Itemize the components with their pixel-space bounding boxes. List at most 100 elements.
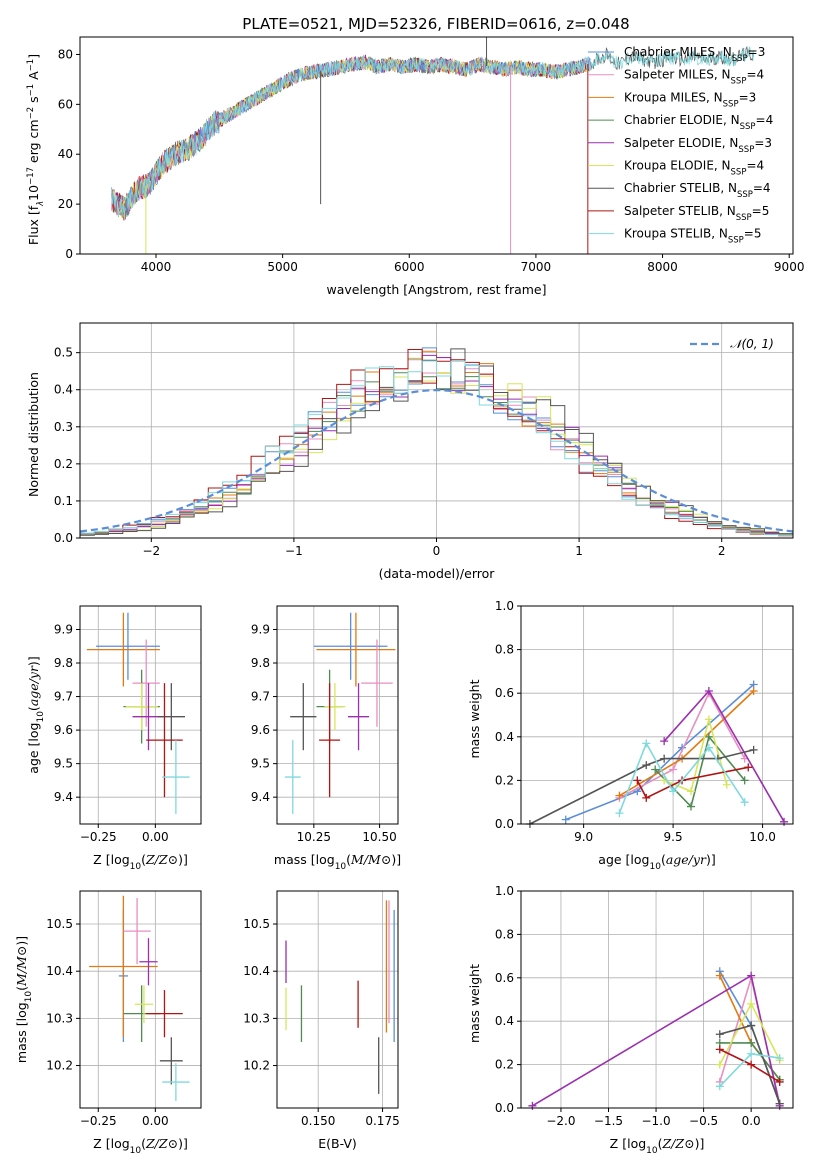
series-point <box>747 1038 756 1047</box>
errorbars <box>284 612 396 814</box>
series-point <box>704 732 713 741</box>
x-tick-label: 10.50 <box>362 830 396 844</box>
spectrum-line <box>111 46 755 219</box>
label-part: age [ <box>598 852 630 867</box>
legend-sub: SSP <box>731 168 747 178</box>
spectrum-series <box>111 37 755 254</box>
series-point <box>660 754 669 763</box>
label-part: log <box>111 852 130 867</box>
label-part: s <box>26 96 41 107</box>
y-axis-label: mass weight <box>467 964 482 1043</box>
x-tick-label: 0 <box>433 544 441 558</box>
label-part: M/M⊙ <box>350 852 391 867</box>
y-tick-label: 0.0 <box>495 1101 514 1115</box>
y-tick-label: 0 <box>65 247 73 261</box>
series-point <box>715 1060 724 1069</box>
series-point <box>715 1045 724 1054</box>
series-point <box>660 737 669 746</box>
label-part: age/yr <box>666 852 707 867</box>
series-line <box>719 1052 780 1087</box>
label-part: E(B-V) <box>318 1136 357 1151</box>
x-tick-label: −2.0 <box>546 1114 575 1128</box>
series-point <box>704 743 713 752</box>
series-point <box>651 765 660 774</box>
label-part: Z/Z⊙ <box>145 1136 178 1151</box>
series-point <box>715 971 724 980</box>
age-vs-mass-panel: 10.25 10.50 9.4 9.5 9.6 9.7 9.8 9.9 mass [log10(… <box>251 605 401 872</box>
legend-label: Kroupa ELODIE, NSSP=4 <box>624 159 764 178</box>
y-tick-label: 0.8 <box>495 927 514 941</box>
label-part: M/M⊙ <box>14 946 29 987</box>
label-sub: 10 <box>130 862 142 872</box>
series-point <box>775 1054 784 1063</box>
y-tick-label: 9.6 <box>251 723 270 737</box>
series-point <box>715 1030 724 1039</box>
x-axis-label: (data-model)/error <box>379 566 496 581</box>
y-tick-label: 1.0 <box>495 884 514 898</box>
x-tick-label: 9.0 <box>574 830 593 844</box>
series-line <box>619 691 746 799</box>
y-axis-label: mass [log10(M/M⊙)] <box>14 936 34 1063</box>
label-part: mass [ <box>274 852 316 867</box>
spectrum-line <box>111 54 590 218</box>
legend-label: 𝒩(0, 1) <box>730 337 774 351</box>
label-part: Z/Z⊙ <box>145 852 178 867</box>
figure-title: PLATE=0521, MJD=52326, FIBERID=0616, z=0… <box>242 15 629 33</box>
y-tick-label: 9.6 <box>54 723 73 737</box>
normal-curve <box>79 388 794 533</box>
legend-text: Salpeter STELIB, N <box>624 204 736 218</box>
series-point <box>749 745 758 754</box>
grid-lines <box>277 606 398 824</box>
series-point <box>615 809 624 818</box>
series-point <box>740 798 749 807</box>
series-point <box>615 791 624 800</box>
series-point <box>642 739 651 748</box>
label-part: log <box>316 852 335 867</box>
label-part: log <box>14 1002 29 1021</box>
x-tick-label: 9000 <box>774 260 805 274</box>
spectrum-line <box>111 54 590 216</box>
y-tick-label: 0.5 <box>54 346 73 360</box>
errorbars <box>285 900 395 1094</box>
x-tick-label: 10.25 <box>297 830 331 844</box>
legend-text: =4 <box>753 181 771 195</box>
legend-text: =4 <box>746 68 764 82</box>
x-tick-label: 0.0 <box>742 1114 761 1128</box>
x-axis-label: mass [log10(M/M⊙)] <box>274 852 401 872</box>
series-lines <box>525 680 789 828</box>
label-part: A <box>26 71 41 84</box>
age-vs-z-panel: −0.25 0.009.49.59.69.79.89.9Z [log10(Z/Z⊙… <box>26 605 202 872</box>
spectrum-line <box>111 56 591 216</box>
legend-sub: SSP <box>731 77 747 87</box>
x-tick-label: 4000 <box>141 260 172 274</box>
x-axis-label: Z [log10(Z/Z⊙)] <box>93 1136 188 1156</box>
legend-text: =5 <box>752 204 770 218</box>
x-tick-label: 0.150 <box>301 1114 335 1128</box>
label-part: −17 <box>26 167 36 185</box>
legend-text: =3 <box>739 90 757 104</box>
x-tick-label: −0.25 <box>80 1114 117 1128</box>
label-part: log <box>111 1136 130 1151</box>
y-tick-label: 0.2 <box>495 1058 514 1072</box>
x-axis-label: E(B-V) <box>318 1136 357 1151</box>
series-point <box>669 787 678 796</box>
x-tick-label: 0.00 <box>142 830 169 844</box>
legend-text: =4 <box>756 113 774 127</box>
legend-sub: SSP <box>738 145 754 155</box>
legend-sub: SSP <box>732 54 748 64</box>
legend-label: Chabrier STELIB, NSSP=4 <box>624 181 771 200</box>
label-sub: 10 <box>646 1146 658 1156</box>
x-tick-label: 7000 <box>521 260 552 274</box>
series-point <box>642 793 651 802</box>
label-sub: 10 <box>36 711 46 723</box>
label-sub: 10 <box>649 862 661 872</box>
grid-lines <box>277 891 398 1108</box>
series-line <box>565 683 755 821</box>
y-tick-label: 0.4 <box>54 383 73 397</box>
y-tick-label: 9.5 <box>251 757 270 771</box>
label-part: age/yr <box>26 665 41 706</box>
grid-lines <box>80 606 201 824</box>
series-point <box>722 780 731 789</box>
